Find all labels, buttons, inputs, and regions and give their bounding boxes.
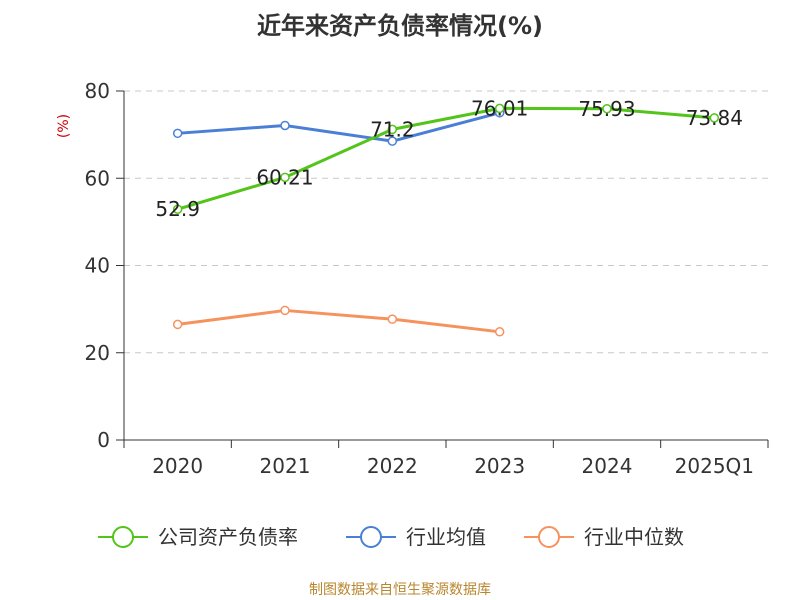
x-tick-labels: 2020 2021 2022 2023 2024 2025Q1	[152, 454, 754, 478]
data-label: 60.21	[256, 165, 313, 189]
series-lines	[172, 103, 720, 337]
series-line-0	[177, 106, 715, 211]
data-point	[280, 172, 290, 183]
data-point	[280, 120, 290, 131]
data-point	[494, 327, 505, 337]
data-point	[280, 305, 290, 316]
data-point	[709, 113, 720, 123]
data-point	[387, 136, 398, 146]
data-point	[494, 103, 505, 114]
legend: 公司资产负债率 行业均值 行业中位数	[98, 525, 684, 549]
legend-marker	[538, 526, 560, 548]
y-tick-label: 60	[85, 166, 110, 190]
data-point	[172, 128, 183, 139]
x-tick-label: 2023	[474, 454, 525, 478]
y-tick-label: 0	[97, 428, 110, 452]
legend-marker	[112, 526, 134, 548]
data-point	[172, 204, 183, 214]
data-label: 76.01	[471, 96, 528, 120]
data-point	[172, 319, 183, 330]
legend-label: 行业中位数	[584, 525, 684, 549]
data-label: 71.2	[370, 117, 415, 141]
series-line-2	[177, 308, 500, 334]
y-tick-labels: 0 20 40 60 80	[85, 79, 110, 452]
data-label: 52.9	[155, 197, 200, 221]
x-tick-label: 2024	[582, 454, 633, 478]
axes	[116, 90, 769, 448]
data-label: 73.84	[686, 106, 743, 130]
data-label: 75.93	[578, 97, 635, 121]
y-tick-label: 20	[85, 341, 110, 365]
data-point	[387, 124, 398, 135]
source-note: 制图数据来自恒生聚源数据库	[309, 582, 491, 598]
x-tick-label: 2022	[367, 454, 418, 478]
data-point	[602, 104, 612, 114]
x-tick-label: 2020	[152, 454, 203, 478]
x-tick-label: 2025Q1	[675, 454, 754, 478]
data-point	[387, 314, 398, 324]
legend-label: 公司资产负债率	[158, 525, 298, 549]
gridlines	[124, 90, 768, 354]
series-line-1	[177, 111, 501, 143]
y-tick-label: 80	[85, 79, 110, 103]
x-tick-label: 2021	[260, 454, 311, 478]
legend-marker	[360, 526, 382, 548]
legend-label: 行业均值	[406, 525, 486, 549]
y-axis-label: (%)	[56, 114, 72, 138]
data-labels: 52.9 60.21 71.2 76.01 75.93 73.84	[155, 96, 743, 221]
y-tick-label: 40	[85, 254, 110, 278]
chart-title: 近年来资产负债率情况(%)	[257, 12, 543, 40]
